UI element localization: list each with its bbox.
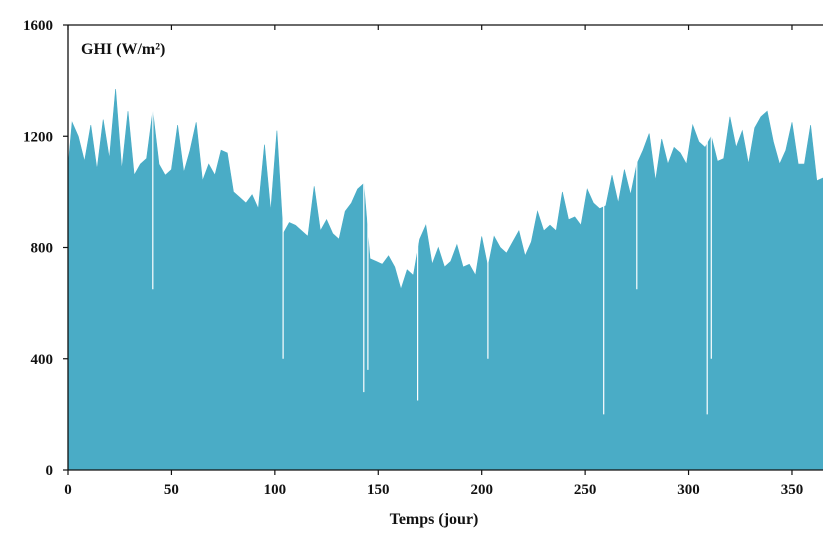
y-tick-label-2: 800: [31, 241, 54, 257]
ghi-series-area: [67, 88, 823, 471]
x-tick-label-6: 300: [677, 482, 700, 498]
x-tick-label-0: 0: [64, 482, 72, 498]
data-dips: [152, 80, 712, 415]
x-tick-label-3: 150: [367, 482, 390, 498]
data-series: [67, 88, 823, 471]
x-tick-label-4: 200: [470, 482, 493, 498]
y-tick-label-1: 400: [31, 352, 54, 368]
ticks: 0 50 100 150 200 250 300 350 0 400 800 1200 1600: [23, 18, 803, 498]
y-tick-label-0: 0: [46, 463, 54, 479]
x-axis-title: Temps (jour): [390, 511, 479, 528]
x-tick-label-5: 250: [574, 482, 597, 498]
x-tick-label-1: 50: [164, 482, 179, 498]
x-tick-label-7: 350: [781, 482, 804, 498]
x-tick-label-2: 100: [264, 482, 287, 498]
y-tick-label-3: 1200: [23, 129, 53, 145]
y-tick-label-4: 1600: [23, 18, 53, 34]
inset-label: GHI (W/m²): [81, 41, 165, 58]
